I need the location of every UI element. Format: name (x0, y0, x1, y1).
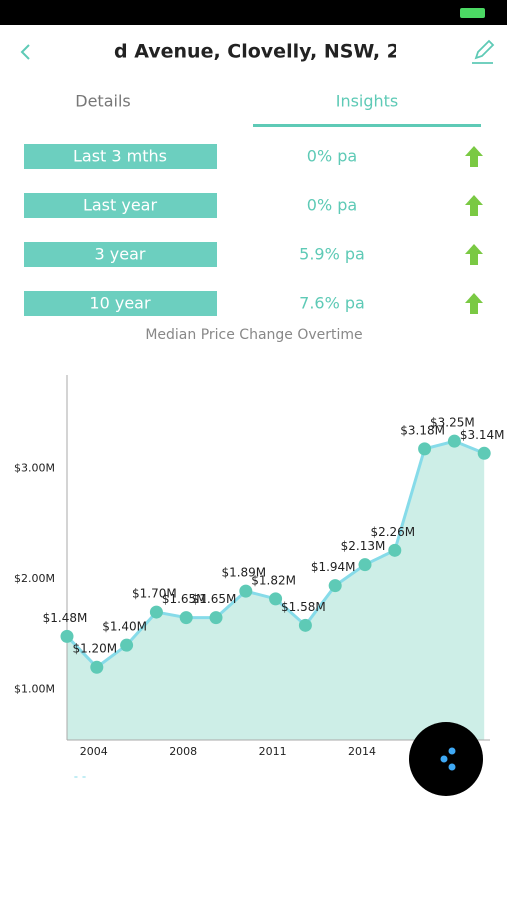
back-button[interactable] (20, 44, 30, 60)
stat-label: Last 3 mths (73, 147, 167, 166)
point (388, 543, 402, 557)
point (328, 579, 342, 593)
point (239, 584, 253, 598)
data-label: $1.82M (251, 573, 296, 587)
point (90, 660, 104, 674)
header-title: d Avenue, Clovelly, NSW, 2C (114, 41, 414, 63)
stat-value: 0% pa (307, 147, 357, 166)
y-tick-label: $2.00M (14, 572, 55, 585)
status-bar (0, 0, 507, 25)
point (149, 605, 163, 619)
stat-label-box (24, 242, 217, 267)
point (60, 629, 74, 643)
point (120, 638, 134, 652)
point (298, 618, 312, 632)
data-label: $1.89M (221, 566, 266, 580)
stat-value: 0% pa (307, 196, 357, 215)
tab-indicator (253, 124, 481, 127)
edit-button[interactable] (472, 39, 495, 64)
x-tick-label: 2011 (259, 745, 287, 758)
point (179, 611, 193, 625)
point (418, 442, 432, 456)
tab-insights[interactable]: Insights (336, 92, 399, 111)
stat-label-box (24, 144, 217, 169)
data-label: $2.26M (370, 525, 415, 539)
data-label: $1.94M (311, 560, 356, 574)
data-label: $3.25M (430, 416, 475, 430)
data-label: $1.58M (281, 600, 326, 614)
trend-up-icon (465, 293, 483, 314)
stat-value: 7.6% pa (299, 294, 365, 313)
x-tick-label: 2014 (348, 745, 376, 758)
y-tick-label: $1.00M (14, 682, 55, 695)
data-label: $1.20M (72, 642, 117, 656)
point (269, 592, 283, 606)
battery-icon (460, 8, 485, 18)
stat-label: Last year (83, 196, 158, 215)
point (477, 446, 491, 460)
fab-button[interactable] (409, 722, 483, 796)
data-label: $1.70M (132, 587, 177, 601)
data-label: $3.18M (400, 423, 445, 437)
data-label: $3.14M (460, 428, 505, 442)
x-tick-label: 2004 (80, 745, 108, 758)
chart-subtitle: Median Price Change Overtime (145, 327, 362, 343)
trend-up-icon (465, 146, 483, 167)
area (67, 441, 485, 740)
stat-label-box (24, 291, 217, 316)
stat-label: 10 year (89, 294, 151, 313)
trend-up-icon (465, 244, 483, 265)
legend-dash: - - (74, 770, 86, 784)
data-label: $1.65M (162, 592, 207, 606)
point (447, 434, 461, 448)
stat-label: 3 year (95, 245, 146, 264)
data-label: $2.13M (341, 539, 386, 553)
stat-label-box (24, 193, 217, 218)
trend-up-icon (465, 195, 483, 216)
y-tick-label: $3.00M (14, 462, 55, 475)
point (209, 611, 223, 625)
x-tick-label: 2008 (169, 745, 197, 758)
point (358, 558, 372, 572)
tab-details[interactable]: Details (75, 92, 130, 111)
data-label: $1.65M (192, 592, 237, 606)
stat-value: 5.9% pa (299, 245, 365, 264)
data-label: $1.48M (43, 611, 88, 625)
data-label: $1.40M (102, 620, 147, 634)
